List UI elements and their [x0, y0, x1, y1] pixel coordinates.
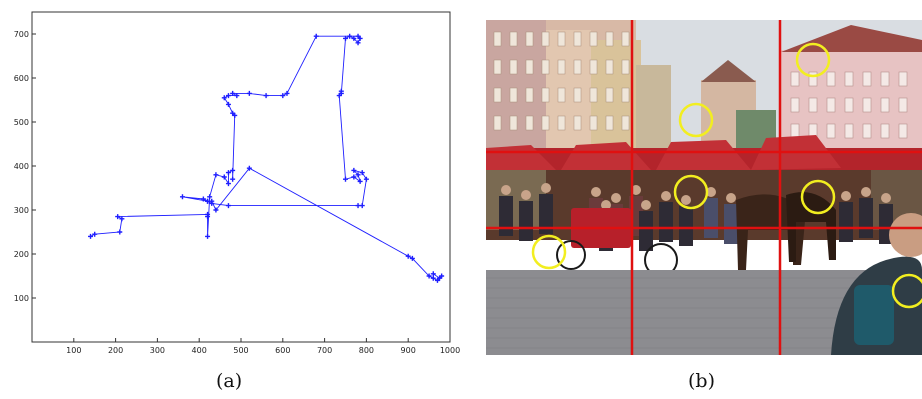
- trajectory-point: [363, 176, 369, 182]
- x-tick-label: 1000: [440, 346, 460, 355]
- trajectory-point: [405, 253, 411, 259]
- y-tick-label: 300: [14, 206, 29, 215]
- trajectory-point: [347, 33, 353, 39]
- y-tick-label: 600: [14, 74, 29, 83]
- trajectory-point: [430, 275, 436, 281]
- trajectory-point: [207, 194, 213, 200]
- trajectory-point: [230, 90, 236, 96]
- x-tick-label: 200: [108, 346, 123, 355]
- y-tick-label: 200: [14, 250, 29, 259]
- x-tick-label: 100: [66, 346, 81, 355]
- trajectory-point: [336, 93, 342, 99]
- trajectory-point: [200, 196, 206, 202]
- trajectory-point: [234, 93, 240, 99]
- grid-lines: [486, 20, 922, 355]
- trajectory-point: [225, 203, 231, 209]
- trajectory-point: [230, 110, 236, 116]
- trajectory-point: [221, 95, 227, 101]
- trajectory-point: [357, 178, 363, 184]
- trajectory-point: [351, 174, 357, 180]
- x-tick-label: 800: [359, 346, 374, 355]
- trajectory-chart: 100 200 300 400 500 600 700 800 900 1000 100 200 300…: [14, 11, 460, 355]
- detection-circle: [891, 273, 922, 309]
- trajectory-point: [119, 216, 125, 222]
- x-tick-label: 600: [275, 346, 290, 355]
- trajectory-point: [355, 40, 361, 46]
- detection-circle: [531, 234, 567, 270]
- trajectory-point: [338, 88, 344, 94]
- detection-circle: [678, 102, 714, 138]
- market-photo: [486, 20, 922, 355]
- caption-a: (a): [216, 370, 243, 392]
- detection-circle: [795, 42, 831, 78]
- trajectory-point: [115, 214, 121, 220]
- detection-circle: [800, 179, 836, 215]
- trajectory-point: [437, 275, 443, 281]
- trajectory-point: [221, 174, 227, 180]
- trajectory-point: [430, 271, 436, 277]
- trajectory-point: [280, 93, 286, 99]
- y-tick-label: 100: [14, 294, 29, 303]
- trajectory-point: [263, 93, 269, 99]
- trajectory-point: [179, 194, 185, 200]
- x-tick-label: 300: [150, 346, 165, 355]
- trajectory-point: [92, 231, 98, 237]
- trajectory-point: [213, 172, 219, 178]
- trajectory-point: [351, 167, 357, 173]
- trajectory-point: [351, 35, 357, 41]
- trajectory-point: [205, 198, 211, 204]
- trajectory-point: [117, 229, 123, 235]
- trajectory-point: [343, 35, 348, 41]
- trajectory-point: [213, 207, 219, 213]
- x-tick-label: 500: [233, 346, 248, 355]
- trajectory-point: [205, 233, 211, 239]
- trajectory-point: [230, 167, 236, 173]
- trajectory-point: [313, 33, 319, 39]
- x-tick-label: 900: [401, 346, 416, 355]
- trajectory-point: [225, 170, 231, 176]
- trajectory-point: [230, 176, 236, 182]
- x-tick-label: 700: [317, 346, 332, 355]
- plot-area: [31, 11, 451, 343]
- detection-circle: [673, 174, 709, 210]
- trajectory-point: [225, 93, 231, 99]
- trajectory-point: [246, 165, 252, 171]
- trajectory-point: [225, 101, 231, 107]
- trajectory-point: [205, 214, 211, 220]
- trajectory-point: [246, 90, 252, 96]
- trajectory-point: [88, 233, 94, 239]
- y-tick-label: 700: [14, 30, 29, 39]
- trajectory-point: [359, 170, 365, 176]
- detection-circles: [531, 42, 922, 309]
- axis-ticks: 100 200 300 400 500 600 700 800 900 1000 100 200 300…: [14, 30, 460, 355]
- trajectory-point: [355, 172, 361, 178]
- trajectory-point: [359, 203, 365, 209]
- trajectory-point: [284, 90, 290, 96]
- trajectory-point: [409, 255, 415, 261]
- trajectory-point: [225, 181, 231, 187]
- trajectory-point: [209, 198, 215, 204]
- trajectory-point: [357, 35, 363, 41]
- trajectory-point: [343, 176, 348, 182]
- x-tick-label: 400: [192, 346, 207, 355]
- caption-b: (b): [688, 370, 715, 392]
- trajectory-point: [355, 203, 361, 209]
- y-tick-label: 500: [14, 118, 29, 127]
- trajectory-points: [88, 33, 445, 283]
- trajectory-point: [426, 273, 432, 279]
- y-tick-label: 400: [14, 162, 29, 171]
